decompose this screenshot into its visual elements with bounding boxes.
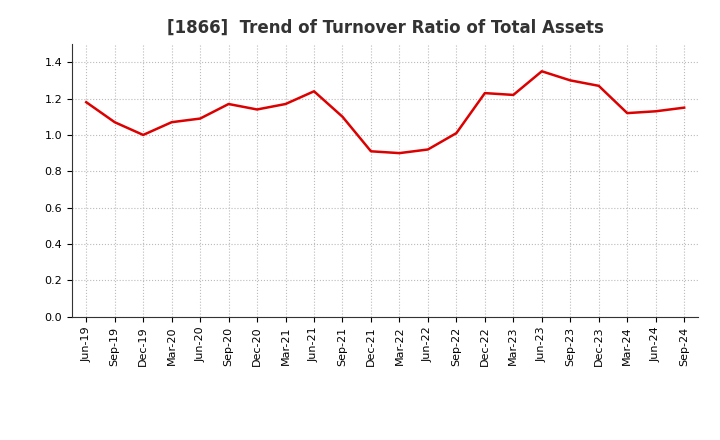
Title: [1866]  Trend of Turnover Ratio of Total Assets: [1866] Trend of Turnover Ratio of Total … <box>167 19 603 37</box>
